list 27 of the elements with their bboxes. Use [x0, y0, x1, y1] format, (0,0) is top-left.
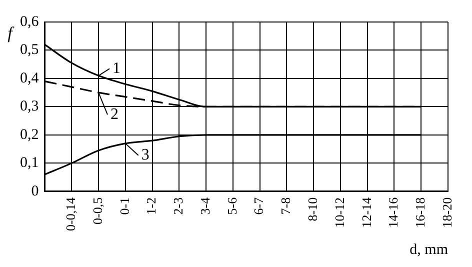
x-tick-label: 12-14 — [358, 196, 374, 228]
y-tick-label: 0,2 — [20, 126, 39, 143]
y-tick-label: 0,3 — [20, 98, 39, 115]
y-tick-label: 0,4 — [20, 70, 40, 86]
annotation: 1 — [112, 60, 121, 77]
x-tick-label: 2-3 — [170, 197, 186, 215]
x-axis-title: d, mm — [410, 242, 448, 258]
x-tick-label: 0-0,5 — [90, 197, 105, 225]
x-tick-label: 5-6 — [224, 196, 240, 215]
x-tick-label: 18-20 — [439, 197, 454, 228]
y-tick-label: 0,5 — [20, 42, 39, 58]
x-tick-label: 7-8 — [278, 197, 294, 215]
y-tick-label: 0,6 — [20, 14, 40, 30]
x-tick-label: 0-0,14 — [63, 196, 78, 232]
x-tick-label: 8-10 — [305, 197, 320, 222]
x-tick-label: 14-16 — [386, 196, 401, 228]
y-tick-label: 0 — [31, 183, 39, 200]
x-tick-label: 6-7 — [251, 196, 266, 215]
annotation: 3 — [141, 146, 150, 164]
x-tick-label: 16-18 — [412, 197, 428, 228]
x-tick-label: 1-2 — [144, 197, 159, 215]
x-tick-label: 0-1 — [116, 197, 132, 215]
y-axis-title: f — [8, 23, 15, 42]
x-tick-label: 10-12 — [332, 197, 347, 228]
x-tick-label: 3-4 — [197, 196, 212, 215]
y-tick-label: 0,1 — [20, 155, 39, 172]
annotation: 2 — [110, 106, 119, 123]
